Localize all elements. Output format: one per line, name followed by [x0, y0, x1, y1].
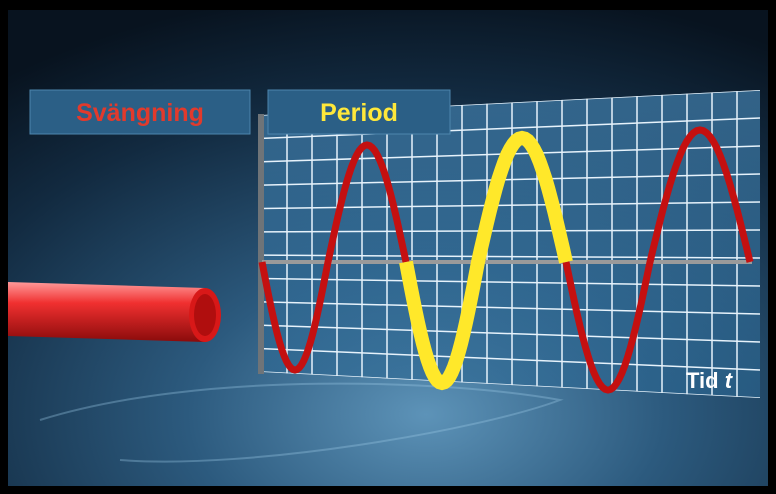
grid-line [262, 277, 760, 287]
y-axis [258, 114, 264, 374]
axis-symbol: t [725, 368, 734, 393]
label-box [267, 89, 451, 135]
light-streak [39, 382, 564, 463]
label-svangning: Svängning [76, 99, 204, 127]
axis-label-text: Tid [686, 368, 719, 393]
wave [258, 126, 754, 394]
grid-line [262, 324, 760, 343]
grid-line [262, 347, 760, 371]
grid-line [262, 201, 760, 210]
tube [8, 282, 221, 342]
grid-line [262, 301, 760, 315]
axis-label: Tid t [686, 368, 734, 393]
grid-line [262, 229, 760, 233]
grid-line [262, 254, 760, 259]
wave-red [562, 126, 754, 394]
wave-period [399, 130, 573, 391]
label-box [29, 89, 251, 135]
grid-line [262, 117, 760, 140]
wave-red [258, 141, 410, 374]
label-period: Period [320, 99, 398, 127]
